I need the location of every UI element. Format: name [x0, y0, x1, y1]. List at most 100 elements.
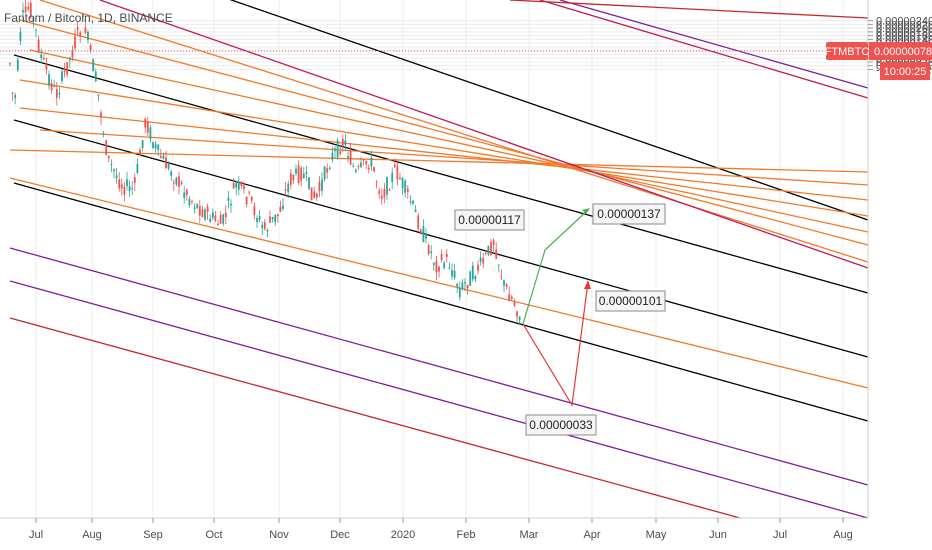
- candle-body: [94, 71, 97, 82]
- x-tick-label: Jul: [29, 529, 43, 541]
- candle-body: [222, 214, 225, 224]
- candle-body: [409, 201, 412, 203]
- candle-body: [349, 151, 352, 165]
- candle-body: [113, 169, 115, 172]
- candle-body: [289, 173, 292, 185]
- candle-body: [256, 218, 258, 223]
- annotation-box: [454, 209, 525, 231]
- candle-body: [360, 162, 362, 167]
- candle-body: [58, 92, 61, 95]
- candle-body: [250, 196, 253, 201]
- channel-line: [509, 0, 869, 19]
- channel-line: [9, 149, 869, 173]
- channel-line: [13, 54, 869, 294]
- current-price-badge: [869, 42, 932, 61]
- candle-body: [97, 94, 100, 96]
- candle-body: [503, 280, 505, 286]
- candle-body: [297, 165, 300, 183]
- candle-body: [282, 205, 284, 209]
- channel-line: [229, 0, 869, 221]
- candle-body: [448, 267, 451, 269]
- candle-body: [482, 258, 485, 264]
- candle-body: [170, 171, 173, 176]
- candle-body: [240, 182, 243, 187]
- channel-line: [9, 317, 741, 519]
- candle-body: [440, 254, 443, 260]
- candle-body: [261, 224, 264, 229]
- candle-body: [71, 50, 74, 58]
- annotation-box: [592, 203, 666, 225]
- candle-body: [367, 167, 370, 170]
- candle-body: [84, 27, 87, 33]
- candle-body: [357, 166, 360, 168]
- candle-body: [375, 181, 378, 183]
- channel-line: [29, 49, 869, 233]
- candle-body: [425, 233, 427, 239]
- candle-body: [344, 140, 347, 146]
- candle-body: [19, 31, 22, 42]
- candle-body: [237, 181, 240, 190]
- channel-line: [19, 19, 869, 246]
- candle-body: [464, 282, 466, 284]
- candle-body: [487, 245, 490, 255]
- candle-body: [435, 260, 438, 273]
- candle-body: [193, 207, 196, 210]
- candle-body: [154, 144, 157, 149]
- candle-body: [508, 294, 511, 302]
- candle-body: [258, 216, 261, 220]
- candle-body: [484, 253, 487, 255]
- time-axis[interactable]: Jul Aug Sep Oct Nov Dec 2020 Feb Mar Apr May Jun Jul…: [29, 518, 853, 541]
- symbol-badge: [826, 42, 868, 61]
- candle-body: [204, 209, 206, 220]
- chart-title: Fantom / Bitcoin, 1D, BINANCE: [4, 11, 173, 25]
- candle-body: [427, 245, 430, 255]
- candle-body: [11, 92, 14, 94]
- candle-body: [443, 262, 446, 269]
- candle-body: [40, 54, 43, 59]
- candle-body: [50, 82, 53, 91]
- candle-body: [479, 257, 482, 262]
- candle-body: [295, 168, 297, 174]
- candle-body: [417, 215, 420, 229]
- candle-body: [471, 265, 474, 280]
- candle-body: [263, 222, 266, 230]
- candle-body: [172, 182, 175, 184]
- channel-line: [39, 129, 869, 186]
- candle-body: [396, 166, 399, 180]
- channel-line: [559, 0, 869, 89]
- candle-body: [451, 270, 453, 277]
- candle-body: [477, 264, 479, 271]
- candle-body: [362, 159, 365, 161]
- candle-body: [430, 251, 433, 254]
- bullish-arrowhead: [582, 208, 590, 214]
- candle-body: [152, 142, 154, 149]
- candle-body: [456, 283, 459, 287]
- candle-body: [339, 151, 342, 155]
- candle-body: [157, 144, 160, 151]
- candle-body: [14, 94, 17, 99]
- candle-body: [131, 188, 134, 190]
- candle-body: [308, 177, 310, 189]
- candle-body: [505, 284, 508, 287]
- candle-body: [490, 242, 492, 255]
- candle-body: [232, 183, 235, 189]
- candle-body: [185, 189, 188, 196]
- channel-line: [39, 0, 869, 263]
- candle-body: [391, 172, 394, 182]
- candle-body: [461, 282, 464, 290]
- candle-body: [386, 177, 388, 195]
- candle-body: [458, 287, 461, 298]
- candle-body: [271, 216, 274, 219]
- candle-body: [32, 17, 35, 22]
- candle-body: [165, 157, 167, 169]
- candle-body: [318, 181, 321, 192]
- candle-body: [144, 118, 147, 128]
- candle-body: [123, 186, 126, 195]
- candle-body: [352, 165, 355, 167]
- x-tick-label: Dec: [330, 529, 350, 541]
- candle-body: [406, 188, 409, 192]
- candle-body: [284, 189, 287, 191]
- candle-body: [495, 249, 498, 259]
- candle-body: [136, 163, 139, 174]
